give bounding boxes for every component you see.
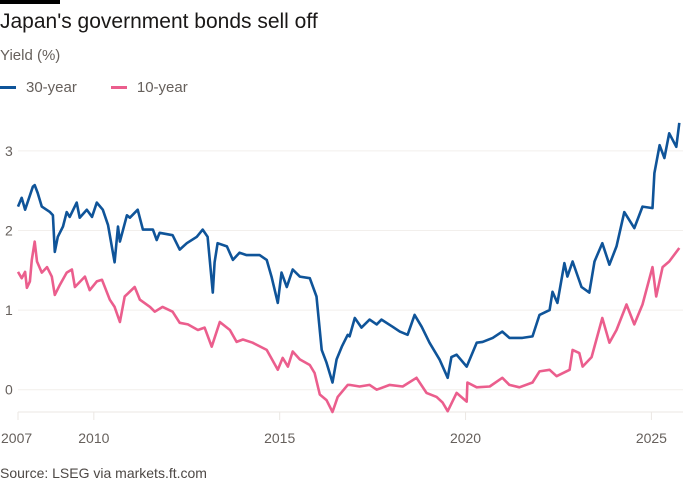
y-tick-label: 1	[5, 302, 13, 318]
y-tick-label: 2	[5, 222, 13, 238]
legend-label-30-year: 30-year	[26, 79, 77, 96]
legend: 30-year 10-year	[0, 79, 188, 96]
x-tick-label: 2010	[78, 430, 109, 446]
legend-swatch-30-year	[0, 86, 16, 89]
legend-swatch-10-year	[110, 86, 127, 89]
series-line-30-year	[16, 122, 681, 384]
legend-item-30-year: 30-year	[0, 79, 77, 96]
chart-subtitle: Yield (%)	[0, 47, 61, 64]
x-tick-label: 2007	[1, 430, 32, 446]
y-tick-label: 3	[5, 143, 13, 159]
x-tick-label: 2020	[450, 430, 481, 446]
x-tick-label: 2015	[264, 430, 295, 446]
source-note: Source: LSEG via markets.ft.com	[0, 465, 207, 481]
y-tick-label: 0	[5, 382, 13, 398]
series-line-10-year	[16, 240, 681, 414]
brand-top-bar	[0, 0, 60, 4]
legend-item-10-year: 10-year	[110, 79, 188, 96]
legend-label-10-year: 10-year	[136, 79, 188, 96]
x-tick-label: 2025	[636, 430, 667, 446]
chart-title: Japan's government bonds sell off	[0, 10, 318, 33]
